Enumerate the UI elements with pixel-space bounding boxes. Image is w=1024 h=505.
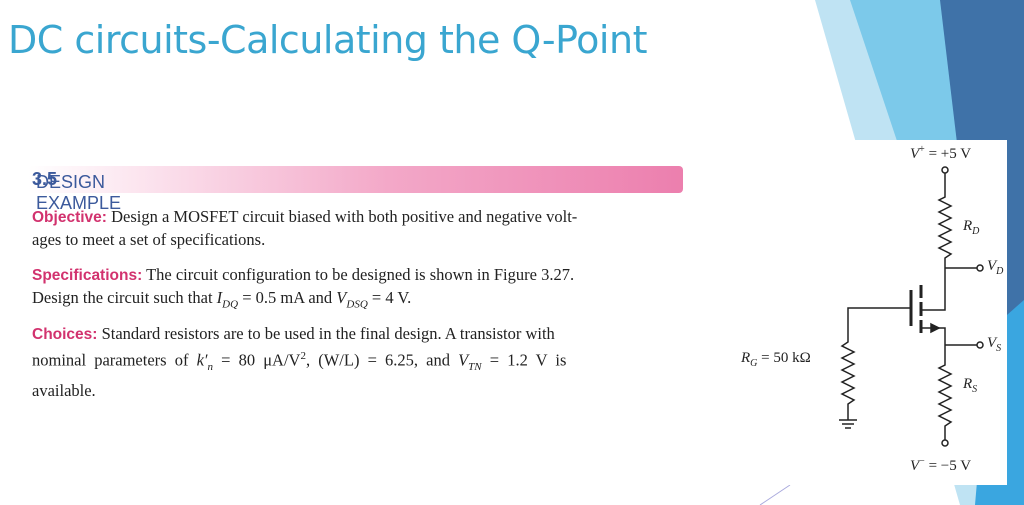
text: Design a MOSFET circuit biased with both… xyxy=(111,207,578,226)
vminus-label: V− = −5 V xyxy=(910,456,971,475)
choices: Choices: Standard resistors are to be us… xyxy=(32,322,692,402)
math: k′ xyxy=(196,350,208,370)
math-sub: D xyxy=(972,226,980,237)
math-sub: TN xyxy=(468,360,482,373)
rd-label: RD xyxy=(963,218,979,237)
math: V xyxy=(987,335,997,351)
circuit-drawing xyxy=(839,166,984,447)
specifications: Specifications: The circuit configuratio… xyxy=(32,263,692,316)
math: R xyxy=(741,350,751,366)
example-number: 3.5 xyxy=(32,169,58,189)
vd-label: VD xyxy=(987,258,1003,277)
text: available. xyxy=(32,380,96,400)
gate-branch xyxy=(840,307,911,420)
math: I xyxy=(216,288,223,307)
math: R xyxy=(963,218,973,234)
example-heading: DESIGN EXAMPLE 3.5 xyxy=(32,169,121,213)
math-sup: − xyxy=(919,456,925,467)
math-sub: G xyxy=(750,358,758,369)
math: V xyxy=(458,350,469,370)
rg-label: RG = 50 kΩ xyxy=(741,350,811,369)
slide-title: DC circuits-Calculating the Q-Point xyxy=(8,18,647,62)
text: = 50 kΩ xyxy=(757,350,811,366)
text: = 1.2 V is xyxy=(481,350,567,370)
math: V xyxy=(910,458,920,474)
heading: Objective: xyxy=(32,209,107,226)
text: Standard resistors are to be used in the… xyxy=(101,324,555,343)
terminal xyxy=(976,264,984,272)
example-bar: DESIGN EXAMPLE 3.5 xyxy=(28,166,683,213)
text: The circuit configuration to be designed… xyxy=(146,265,575,284)
drain-branch xyxy=(921,173,953,311)
heading: Choices: xyxy=(32,326,98,343)
terminal xyxy=(941,439,949,447)
text: = −5 V xyxy=(924,458,972,474)
text: Design the circuit such that xyxy=(32,288,217,307)
objective: Objective: Design a MOSFET circuit biase… xyxy=(32,205,692,251)
source-resistor xyxy=(937,345,953,440)
math-sub: S xyxy=(996,343,1002,354)
math-sub: S xyxy=(972,384,978,395)
math: R xyxy=(963,376,973,392)
math: V xyxy=(987,258,997,274)
text: nominal parameters of xyxy=(32,350,197,370)
circuit-figure: V+ = +5 V RD VD VS RS RG = 50 kΩ V− = −5… xyxy=(735,140,1007,485)
source-wire xyxy=(921,327,946,345)
text: = 0.5 mA and xyxy=(238,288,337,307)
text: = 4 V. xyxy=(367,288,412,307)
math-sup: + xyxy=(919,144,925,155)
math-sub: DQ xyxy=(222,298,239,311)
math: V xyxy=(910,146,920,162)
vplus-label: V+ = +5 V xyxy=(910,144,971,163)
text: = +5 V xyxy=(924,146,972,162)
example-label: DESIGN EXAMPLE xyxy=(36,172,122,213)
text: , (W/L) = 6.25, and xyxy=(305,350,459,370)
math-sub: n xyxy=(207,360,214,373)
deco-line xyxy=(759,484,791,505)
math-sup: 2 xyxy=(300,350,306,362)
text: ages to meet a set of specifications. xyxy=(32,230,266,249)
math-sub: D xyxy=(996,266,1004,277)
text: = 80 μA/V xyxy=(213,350,301,370)
heading: Specifications: xyxy=(32,267,143,284)
terminal xyxy=(976,341,984,349)
vs-label: VS xyxy=(987,335,1001,354)
arrow xyxy=(930,322,941,334)
math-sub: DSQ xyxy=(346,298,368,311)
terminal xyxy=(941,166,949,174)
math: V xyxy=(336,288,347,307)
rs-label: RS xyxy=(963,376,977,395)
